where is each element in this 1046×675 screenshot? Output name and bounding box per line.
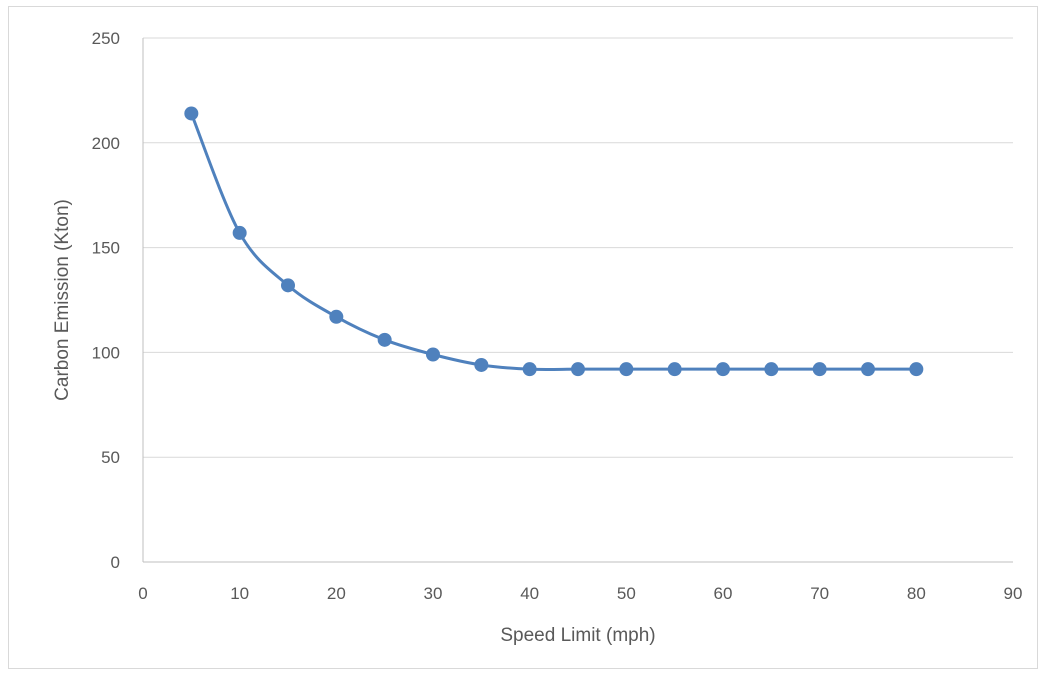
data-point (281, 278, 295, 293)
series-line (189, 112, 917, 371)
x-tick-label: 30 (424, 584, 443, 603)
y-tick-label: 250 (92, 29, 120, 48)
y-tick-label: 0 (111, 553, 120, 572)
gridlines (143, 37, 1013, 458)
y-tick-label: 100 (92, 343, 120, 362)
x-tick-label: 0 (138, 584, 147, 603)
y-tick-label: 50 (101, 448, 120, 467)
data-point (764, 362, 779, 377)
x-tick-label: 50 (617, 584, 636, 603)
y-axis-title: Carbon Emission (Kton) (52, 199, 73, 401)
x-tick-label: 10 (230, 584, 249, 603)
axes (142, 38, 1013, 563)
data-point (184, 106, 199, 121)
data-point (232, 225, 247, 240)
x-tick-label: 40 (520, 584, 539, 603)
data-point (667, 362, 682, 377)
x-tick-labels: 0 10 20 30 40 50 60 70 80 90 (138, 584, 1022, 603)
data-point (329, 309, 344, 324)
x-tick-label: 60 (714, 584, 733, 603)
x-tick-label: 20 (327, 584, 346, 603)
series (184, 106, 924, 377)
data-point (426, 347, 440, 362)
data-point (861, 362, 875, 377)
data-point (571, 362, 585, 377)
x-tick-label: 70 (810, 584, 829, 603)
data-point (474, 357, 489, 372)
y-tick-label: 200 (92, 134, 120, 153)
data-point (377, 332, 392, 347)
x-tick-label: 90 (1004, 584, 1023, 603)
data-point (812, 362, 827, 377)
data-point (716, 362, 730, 377)
data-point (909, 362, 924, 377)
y-tick-labels: 0 50 100 150 200 250 (92, 29, 120, 572)
data-point (619, 362, 634, 377)
y-tick-label: 150 (92, 239, 120, 258)
chart-frame (8, 6, 1038, 669)
x-axis-title: Speed Limit (mph) (500, 625, 655, 646)
data-point (522, 362, 537, 377)
x-tick-label: 80 (907, 584, 926, 603)
